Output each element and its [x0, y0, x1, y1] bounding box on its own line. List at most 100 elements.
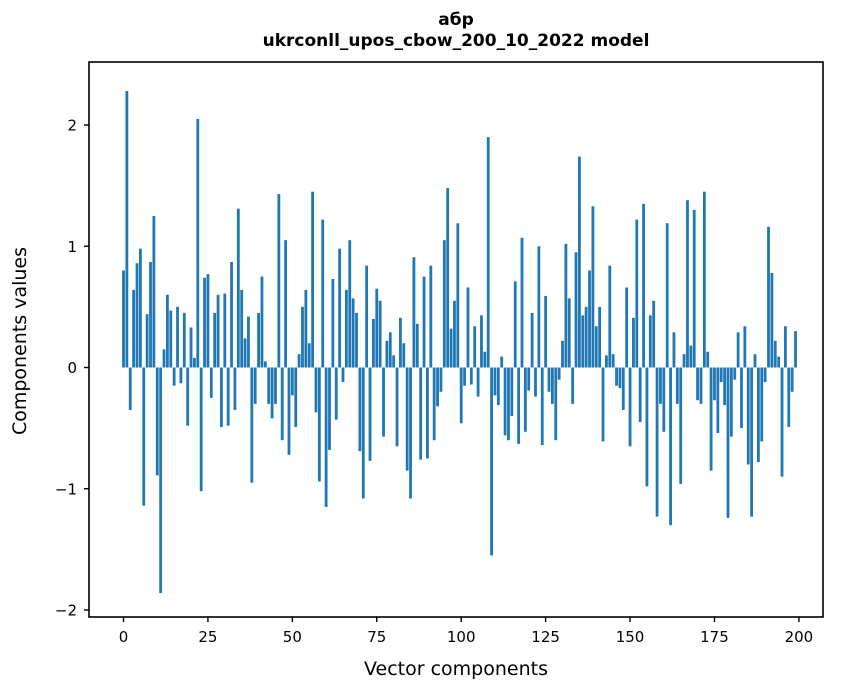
- bar: [473, 326, 477, 368]
- bar: [544, 295, 548, 368]
- bar: [213, 312, 217, 368]
- bar: [740, 367, 743, 429]
- bar: [601, 367, 605, 442]
- bar: [321, 219, 325, 368]
- bar: [510, 367, 514, 416]
- bar: [247, 316, 250, 368]
- bar: [297, 354, 301, 368]
- bar: [486, 137, 490, 368]
- bar: [513, 281, 517, 368]
- bar: [412, 257, 416, 368]
- bar: [125, 91, 129, 368]
- bar: [517, 367, 521, 444]
- bar: [588, 270, 591, 368]
- bar: [358, 367, 362, 452]
- bar: [260, 276, 264, 368]
- bar: [669, 367, 672, 526]
- bar: [142, 367, 146, 506]
- bar: [763, 367, 767, 383]
- bar: [250, 367, 254, 483]
- bar: [375, 288, 379, 368]
- bar: [459, 367, 463, 424]
- bar: [500, 356, 504, 368]
- bar: [429, 265, 433, 368]
- bar: [422, 276, 426, 368]
- bar: [128, 367, 132, 410]
- bar: [507, 367, 510, 441]
- bar: [388, 332, 392, 368]
- bar: [287, 367, 291, 455]
- bar: [426, 367, 429, 459]
- bar: [155, 367, 159, 476]
- bar: [780, 367, 784, 477]
- bar: [736, 332, 740, 368]
- bar: [469, 367, 473, 385]
- bar: [432, 367, 436, 441]
- bar: [490, 367, 493, 556]
- bar: [605, 355, 608, 368]
- bar: [756, 367, 760, 463]
- bar: [578, 156, 581, 368]
- y-tick-label: −1: [55, 480, 77, 498]
- bar: [523, 367, 527, 432]
- bar: [611, 354, 615, 368]
- bar: [274, 367, 277, 404]
- bar: [166, 294, 169, 368]
- bar: [645, 367, 649, 487]
- bar: [453, 300, 456, 368]
- bar: [483, 351, 487, 368]
- bar: [618, 367, 622, 389]
- x-tick-label: 25: [198, 628, 217, 646]
- bar: [263, 361, 267, 368]
- bar: [399, 317, 402, 368]
- chart-title-word: абр: [438, 10, 474, 30]
- bar: [534, 367, 537, 397]
- bar: [311, 191, 315, 368]
- bar: [493, 367, 497, 396]
- axes-spines: [88, 61, 824, 618]
- bar: [304, 289, 308, 368]
- bar: [392, 355, 396, 368]
- bar: [172, 367, 176, 386]
- bar: [594, 326, 598, 368]
- bar: [385, 340, 389, 368]
- bar: [787, 367, 791, 427]
- bar: [537, 246, 541, 368]
- bar: [290, 367, 294, 396]
- bar: [463, 367, 466, 386]
- bar: [196, 118, 200, 368]
- x-tick-label: 150: [616, 628, 645, 646]
- bar: [382, 367, 385, 437]
- bar: [574, 252, 578, 368]
- bar: [550, 367, 554, 404]
- bar: [547, 367, 551, 392]
- x-tick-label: 50: [283, 628, 302, 646]
- bar: [719, 367, 723, 383]
- bar: [794, 331, 797, 368]
- bar: [220, 367, 223, 427]
- bar: [436, 367, 439, 407]
- bar: [564, 243, 568, 368]
- bar: [331, 278, 335, 368]
- bar: [257, 312, 260, 368]
- bar: [402, 343, 406, 368]
- bar: [236, 208, 240, 368]
- bar: [635, 219, 639, 368]
- bar: [361, 367, 365, 499]
- bar: [284, 240, 287, 368]
- bar: [783, 326, 787, 368]
- bar: [314, 367, 318, 413]
- bar: [476, 367, 480, 397]
- bar: [466, 287, 470, 368]
- bar: [767, 226, 770, 368]
- bar: [449, 328, 453, 368]
- bar: [753, 354, 757, 368]
- bar: [706, 351, 710, 368]
- bar: [456, 223, 460, 368]
- y-tick-label: 1: [67, 238, 77, 256]
- bar: [702, 191, 706, 368]
- bar: [378, 300, 382, 368]
- bar: [503, 367, 507, 436]
- bar: [317, 367, 321, 482]
- bar: [355, 312, 358, 368]
